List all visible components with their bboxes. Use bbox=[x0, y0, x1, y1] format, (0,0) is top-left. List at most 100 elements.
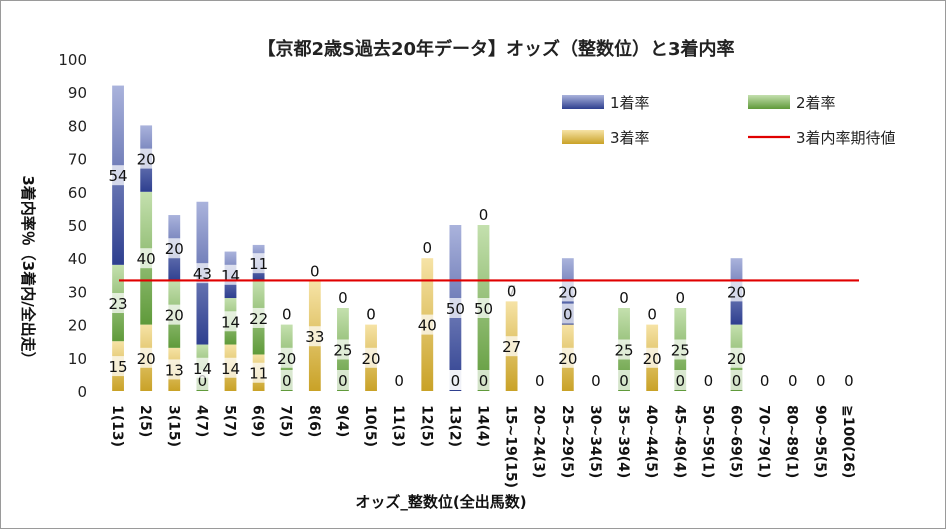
x-tick-label: 20~24(3) bbox=[531, 405, 547, 478]
data-label: 14 bbox=[193, 360, 212, 378]
x-tick-label: 1(13) bbox=[109, 405, 125, 447]
x-tick-label: 11(3) bbox=[390, 405, 406, 447]
y-tick-label: 0 bbox=[77, 383, 87, 401]
chart-title: 【京都2歳S過去20年データ】オッズ（整数位）と3着内率 bbox=[257, 38, 734, 60]
data-label: 0 bbox=[535, 372, 545, 390]
data-label: 25 bbox=[333, 342, 352, 360]
data-label-bg bbox=[672, 370, 688, 390]
data-label-bg bbox=[279, 370, 295, 390]
data-label: 40 bbox=[137, 250, 156, 268]
data-label-bg bbox=[279, 303, 295, 324]
x-tick-label: 15~19(15) bbox=[503, 405, 519, 488]
data-label-bg bbox=[134, 347, 159, 368]
data-label-bg bbox=[668, 339, 693, 360]
data-label-bg bbox=[476, 204, 491, 224]
data-label: 0 bbox=[619, 372, 629, 390]
data-label: 0 bbox=[366, 306, 376, 324]
x-tick-labels: 1(13) 2(5) 3(15) 4(7) 5(7) 6(9) 7(5) 8(6) 9(4) 10… bbox=[109, 405, 856, 488]
data-label-bg bbox=[359, 347, 384, 368]
data-label: 0 bbox=[394, 372, 404, 390]
data-label-bg bbox=[106, 356, 131, 377]
data-label-bg bbox=[555, 281, 580, 302]
data-label-bg bbox=[588, 370, 604, 390]
data-label: 0 bbox=[760, 372, 770, 390]
axes: 0 10 20 30 40 50 60 70 80 90 100 bbox=[58, 51, 87, 401]
x-tick-label: 25~29(5) bbox=[559, 405, 575, 478]
data-label-bg bbox=[274, 347, 299, 368]
y-tick-label: 30 bbox=[68, 283, 87, 301]
data-label: 27 bbox=[502, 338, 521, 356]
data-label-bg bbox=[134, 148, 159, 169]
data-label: 23 bbox=[109, 295, 128, 313]
data-label: 11 bbox=[249, 365, 268, 383]
x-tick-label: 30~34(5) bbox=[587, 405, 603, 478]
data-label: 0 bbox=[338, 372, 348, 390]
data-label-bg bbox=[391, 370, 407, 390]
data-label: 0 bbox=[451, 372, 461, 390]
x-tick-label: 50~59(1) bbox=[699, 405, 715, 478]
x-tick-label: 60~69(5) bbox=[728, 405, 744, 478]
data-label-bg bbox=[555, 347, 580, 368]
y-tick-label: 100 bbox=[58, 51, 87, 69]
data-label: 14 bbox=[221, 360, 240, 378]
legend-label: 3着内率期待値 bbox=[796, 129, 896, 147]
data-label-bg bbox=[471, 298, 496, 318]
data-label: 0 bbox=[676, 372, 686, 390]
data-label: 0 bbox=[282, 372, 292, 390]
x-tick-label: 7(5) bbox=[278, 405, 294, 437]
data-label-bg bbox=[700, 370, 716, 390]
data-label: 54 bbox=[109, 167, 128, 185]
data-label-bg bbox=[162, 359, 187, 380]
data-label: 20 bbox=[643, 350, 662, 368]
data-label-bg bbox=[218, 311, 243, 332]
data-label-bg bbox=[813, 370, 829, 390]
x-tick-label: 90~95(5) bbox=[812, 405, 828, 478]
data-label: 20 bbox=[277, 350, 296, 368]
data-label: 0 bbox=[282, 306, 292, 324]
data-label: 20 bbox=[727, 350, 746, 368]
data-label-bg bbox=[246, 362, 271, 383]
data-label: 20 bbox=[165, 307, 184, 325]
data-label: 20 bbox=[727, 283, 746, 301]
data-label: 15 bbox=[109, 358, 128, 376]
x-tick-label: 5(7) bbox=[222, 405, 238, 437]
data-label-bg bbox=[246, 307, 271, 328]
data-label: 20 bbox=[558, 350, 577, 368]
data-label-bg bbox=[504, 280, 520, 301]
data-label: 0 bbox=[591, 372, 601, 390]
x-axis-label: オッズ_整数位(全出馬数) bbox=[355, 493, 526, 511]
y-tick-label: 10 bbox=[68, 350, 87, 368]
y-tick-label: 50 bbox=[68, 217, 87, 235]
data-label: 0 bbox=[704, 372, 714, 390]
data-label-bg bbox=[841, 370, 857, 390]
data-label: 14 bbox=[221, 267, 240, 285]
data-label-bg bbox=[616, 370, 632, 390]
data-label: 0 bbox=[732, 372, 742, 390]
y-tick-label: 90 bbox=[68, 84, 87, 102]
legend-label: 2着率 bbox=[796, 94, 836, 112]
data-label-bg bbox=[330, 339, 355, 360]
data-label-bg bbox=[724, 347, 749, 368]
data-label-bg bbox=[724, 281, 749, 302]
data-label-bg bbox=[302, 326, 327, 347]
data-label-bg bbox=[246, 253, 271, 274]
data-label: 20 bbox=[137, 350, 156, 368]
legend-label: 1着率 bbox=[610, 94, 650, 112]
data-label: 0 bbox=[479, 206, 489, 224]
data-label-bg bbox=[672, 287, 688, 307]
x-tick-label: 13(2) bbox=[446, 405, 462, 447]
x-tick-label: 40~44(5) bbox=[643, 405, 659, 478]
data-label-bg bbox=[162, 238, 187, 259]
data-label: 22 bbox=[249, 310, 268, 328]
data-label-bg bbox=[640, 347, 665, 368]
legend-swatch bbox=[562, 130, 604, 144]
data-label: 33 bbox=[305, 328, 324, 346]
x-tick-label: 14(4) bbox=[475, 405, 491, 447]
data-label: 0 bbox=[788, 372, 798, 390]
data-label-bg bbox=[757, 370, 773, 390]
x-tick-label: 3(15) bbox=[165, 405, 181, 447]
data-label-bg bbox=[476, 370, 491, 390]
data-label: 0 bbox=[647, 306, 657, 324]
